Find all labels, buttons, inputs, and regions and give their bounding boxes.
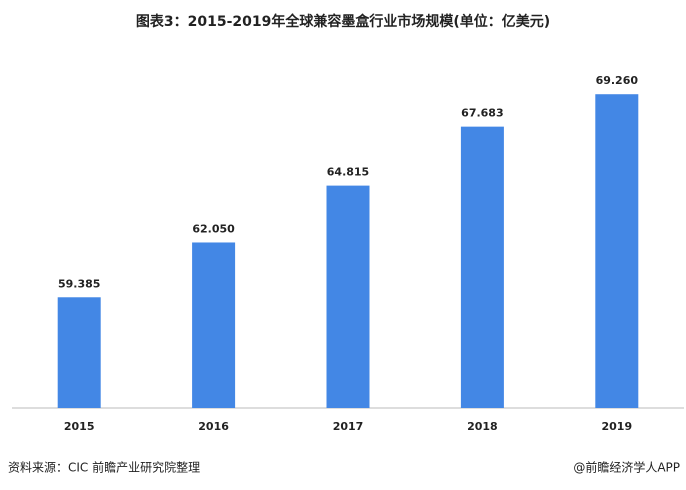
x-tick-label: 2016: [198, 420, 229, 433]
value-label: 67.683: [461, 107, 503, 120]
x-tick-label: 2019: [601, 420, 632, 433]
value-label: 69.260: [596, 74, 639, 87]
x-tick-label: 2018: [467, 420, 498, 433]
value-label: 64.815: [327, 166, 369, 179]
x-tick-label: 2015: [64, 420, 95, 433]
brand: @前瞻经济学人APP: [573, 460, 680, 475]
bar: [57, 297, 101, 408]
bar: [192, 242, 236, 408]
bar: [326, 185, 370, 408]
bar: [460, 126, 504, 408]
x-tick-label: 2017: [333, 420, 364, 433]
source: 资料来源：CIC 前瞻产业研究院整理: [8, 460, 200, 475]
chart-title: 图表3：2015-2019年全球兼容墨盒行业市场规模(单位：亿美元): [136, 13, 550, 30]
value-label: 62.050: [192, 222, 235, 235]
value-label: 59.385: [58, 277, 100, 290]
bar: [595, 94, 639, 408]
